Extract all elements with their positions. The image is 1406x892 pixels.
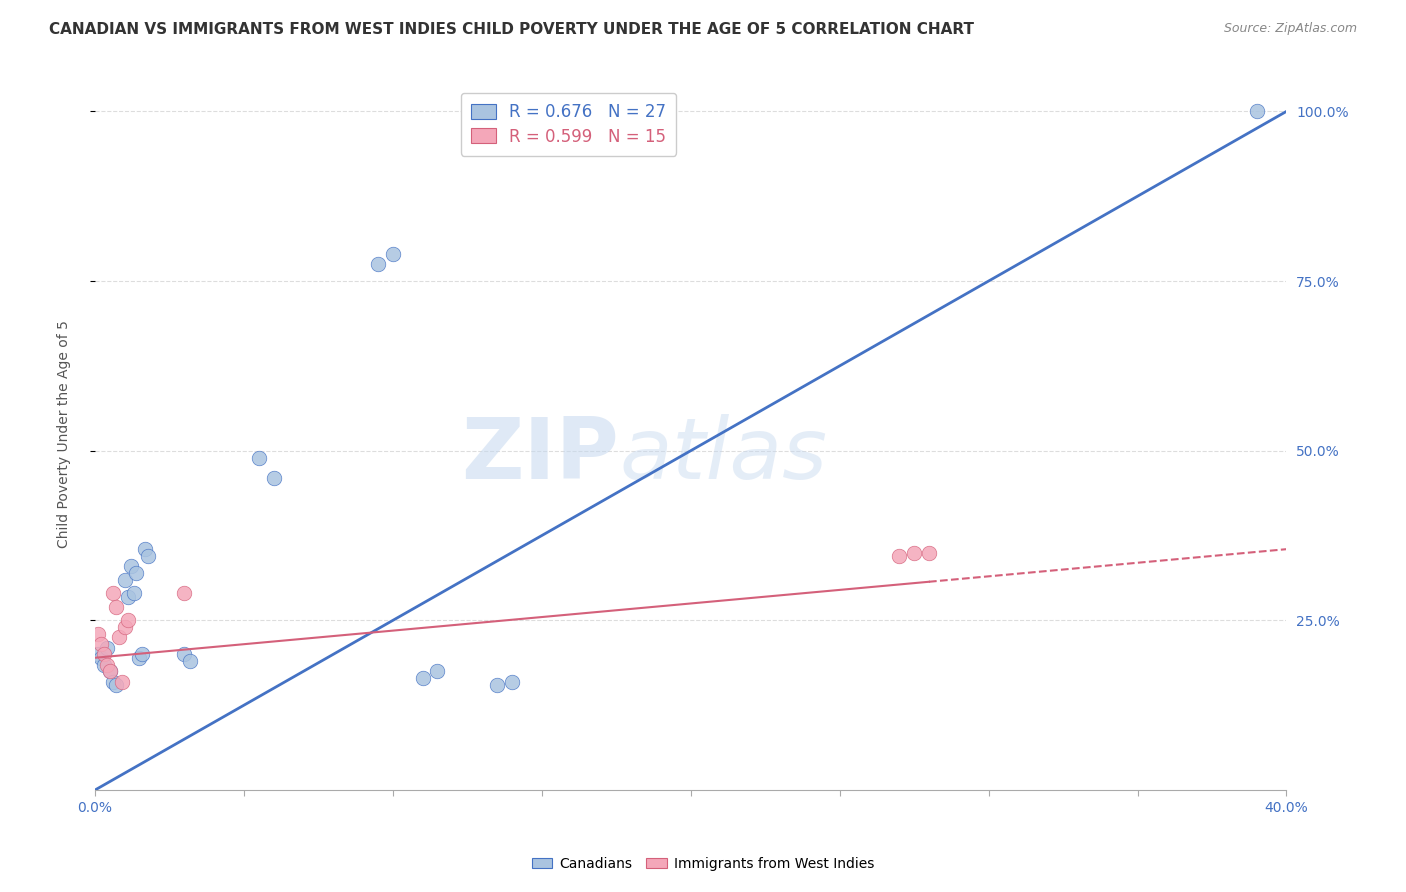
Point bbox=[128, 650, 150, 665]
Point bbox=[120, 559, 142, 574]
Point bbox=[485, 678, 508, 692]
Point bbox=[247, 450, 270, 465]
Point bbox=[903, 545, 925, 559]
Text: ZIP: ZIP bbox=[461, 414, 619, 497]
Point bbox=[87, 648, 110, 662]
Point bbox=[918, 545, 941, 559]
Legend: Canadians, Immigrants from West Indies: Canadians, Immigrants from West Indies bbox=[526, 851, 880, 876]
Point bbox=[122, 586, 145, 600]
Point bbox=[501, 674, 523, 689]
Point bbox=[93, 648, 115, 662]
Point bbox=[98, 665, 121, 679]
Point bbox=[131, 648, 153, 662]
Point bbox=[90, 637, 112, 651]
Point bbox=[173, 648, 195, 662]
Text: CANADIAN VS IMMIGRANTS FROM WEST INDIES CHILD POVERTY UNDER THE AGE OF 5 CORRELA: CANADIAN VS IMMIGRANTS FROM WEST INDIES … bbox=[49, 22, 974, 37]
Point bbox=[173, 586, 195, 600]
Point bbox=[426, 665, 449, 679]
Point bbox=[96, 640, 118, 655]
Point bbox=[96, 657, 118, 672]
Point bbox=[98, 665, 121, 679]
Point bbox=[889, 549, 911, 563]
Point bbox=[263, 471, 285, 485]
Point bbox=[101, 674, 124, 689]
Point bbox=[138, 549, 160, 563]
Point bbox=[117, 590, 139, 604]
Point bbox=[107, 631, 129, 645]
Y-axis label: Child Poverty Under the Age of 5: Child Poverty Under the Age of 5 bbox=[58, 320, 72, 548]
Point bbox=[1246, 104, 1268, 119]
Text: atlas: atlas bbox=[619, 414, 827, 497]
Point bbox=[87, 627, 110, 641]
Point bbox=[110, 674, 132, 689]
Point bbox=[93, 657, 115, 672]
Point bbox=[117, 614, 139, 628]
Point bbox=[134, 542, 156, 557]
Point bbox=[101, 586, 124, 600]
Point bbox=[125, 566, 148, 580]
Point bbox=[114, 573, 136, 587]
Point bbox=[104, 678, 127, 692]
Point bbox=[90, 650, 112, 665]
Point bbox=[412, 671, 434, 685]
Point bbox=[179, 654, 201, 668]
Point bbox=[114, 620, 136, 634]
Point bbox=[381, 247, 404, 261]
Point bbox=[104, 599, 127, 614]
Point bbox=[367, 257, 389, 271]
Text: Source: ZipAtlas.com: Source: ZipAtlas.com bbox=[1223, 22, 1357, 36]
Legend: R = 0.676   N = 27, R = 0.599   N = 15: R = 0.676 N = 27, R = 0.599 N = 15 bbox=[461, 93, 676, 155]
